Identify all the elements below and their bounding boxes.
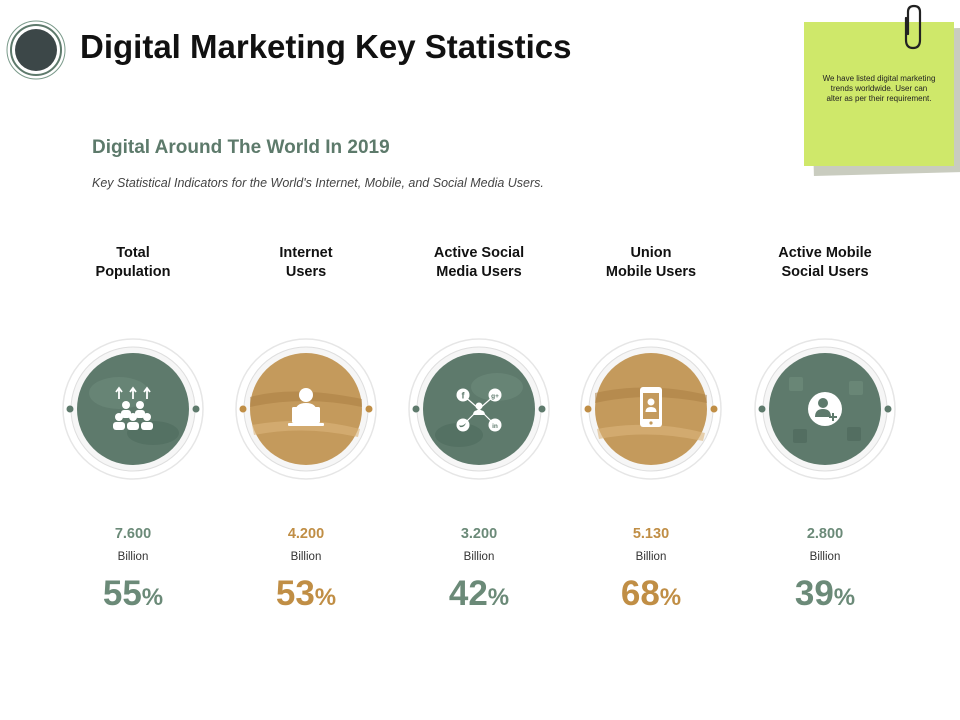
stat-unit: Billion	[290, 551, 322, 563]
sticky-note-text: We have listed digital marketing trends …	[822, 74, 936, 103]
stat-ring	[580, 338, 722, 480]
stat-label: Active Social Media Users	[433, 245, 525, 280]
section-subtitle: Digital Around The World In 2019	[92, 137, 390, 158]
stat-label: Union Mobile Users	[605, 245, 697, 280]
percent-number: 39	[794, 574, 834, 613]
percent-sign: %	[314, 584, 337, 611]
percent-number: 55	[102, 574, 142, 613]
social-network-icon: f g+ in	[456, 388, 502, 432]
stat-label: Internet Users	[279, 245, 333, 280]
percent-sign: %	[487, 584, 510, 611]
stat-percent: 55%	[48, 574, 218, 614]
mobile-user-icon	[640, 387, 662, 427]
stat-value: 5.130	[632, 526, 670, 542]
laptop-user-icon	[288, 388, 324, 426]
stat-ring	[62, 338, 204, 480]
percent-sign: %	[659, 584, 682, 611]
svg-text:in: in	[492, 423, 498, 430]
stat-ring: f g+ in	[408, 338, 550, 480]
stat-active-social-media-users: Active Social Media Users f g+ in 3.200 …	[394, 244, 564, 624]
paperclip-icon	[904, 4, 922, 50]
stat-percent: 42%	[394, 574, 564, 614]
svg-text:g+: g+	[491, 393, 499, 400]
stat-label: Total Population	[95, 245, 171, 280]
population-icon	[113, 386, 153, 430]
page-title: Digital Marketing Key Statistics	[80, 28, 572, 65]
stat-ring	[235, 338, 377, 480]
stat-unit: Billion	[809, 551, 841, 563]
stat-percent: 53%	[221, 574, 391, 614]
stat-unit: Billion	[463, 551, 495, 563]
percent-number: 53	[275, 574, 315, 613]
percent-number: 42	[448, 574, 488, 613]
percent-sign: %	[141, 584, 164, 611]
stat-label: Active Mobile Social Users	[778, 245, 872, 280]
stat-percent: 39%	[740, 574, 910, 614]
stat-unit: Billion	[117, 551, 149, 563]
sticky-note: We have listed digital marketing trends …	[804, 22, 954, 166]
add-user-icon	[808, 392, 842, 426]
stat-ring	[754, 338, 896, 480]
logo-badge-icon	[6, 20, 66, 80]
section-description: Key Statistical Indicators for the World…	[92, 176, 544, 190]
stat-value: 7.600	[114, 526, 152, 542]
stat-value: 4.200	[287, 526, 325, 542]
percent-sign: %	[833, 584, 856, 611]
stat-percent: 68%	[566, 574, 736, 614]
stat-active-mobile-social-users: Active Mobile Social Users 2.800 Billion…	[740, 244, 910, 624]
stat-value: 3.200	[460, 526, 498, 542]
stat-internet-users: Internet Users 4.200 Billion 53%	[221, 244, 391, 624]
svg-text:f: f	[462, 391, 466, 401]
stat-union-mobile-users: Union Mobile Users 5.130 Billion 68%	[566, 244, 736, 624]
stat-total-population: Total Population 7.600 Billion 55%	[48, 244, 218, 624]
percent-number: 68	[620, 574, 660, 613]
stat-value: 2.800	[806, 526, 844, 542]
stat-unit: Billion	[635, 551, 667, 563]
